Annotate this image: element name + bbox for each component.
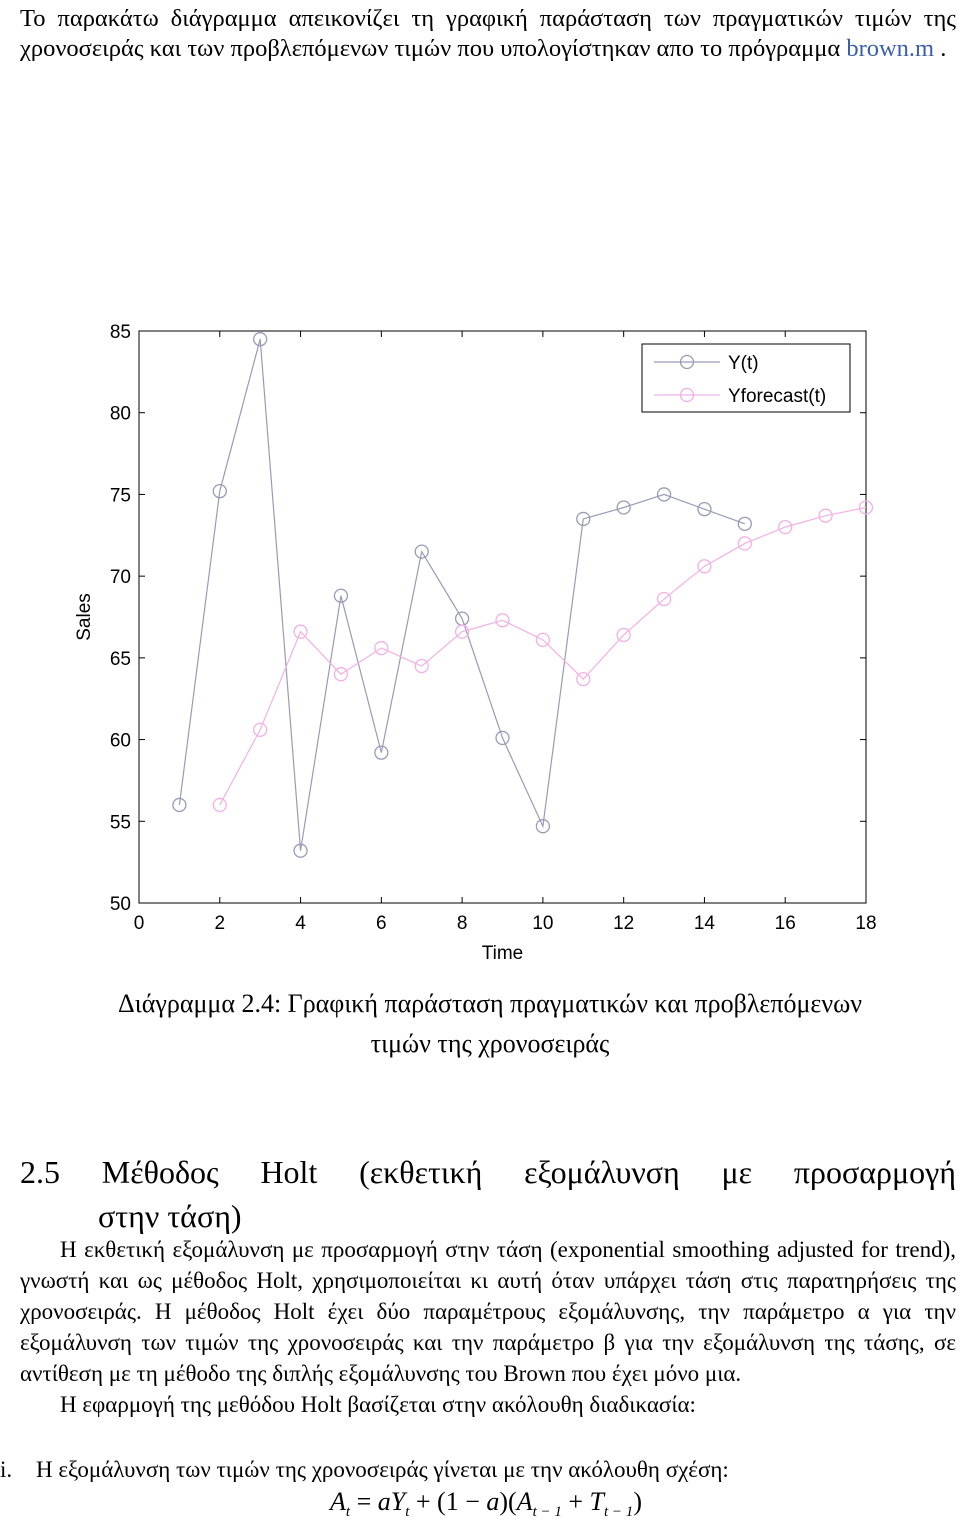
section-heading-line-1: 2.5 Μέθοδος Holt (εκθετική εξομάλυνση με… bbox=[20, 1150, 956, 1194]
intro-text-end: . bbox=[934, 35, 947, 62]
formula-subscript: t − 1 bbox=[532, 1504, 562, 1521]
formula-operator: = bbox=[350, 1487, 378, 1516]
figure-caption: Διάγραμμα 2.4: Γραφική παράσταση πραγματ… bbox=[20, 984, 960, 1064]
paragraph-procedure: Η εφαρμογή της μεθόδου Holt βασίζεται στ… bbox=[60, 1392, 696, 1417]
legend-marker bbox=[679, 387, 695, 403]
section-heading-line-2: στην τάση) bbox=[98, 1198, 242, 1234]
data-point bbox=[616, 500, 631, 515]
data-point bbox=[495, 730, 510, 746]
data-point bbox=[212, 484, 227, 499]
formula-operator: ) bbox=[633, 1487, 642, 1516]
data-point bbox=[535, 632, 551, 648]
caption-line-2: τιμών της χρονοσειράς bbox=[370, 1029, 610, 1058]
formula-operator: + (1 − bbox=[409, 1487, 487, 1516]
x-tick-label: 16 bbox=[775, 913, 796, 934]
data-point bbox=[858, 500, 874, 515]
plot-frame bbox=[138, 330, 867, 904]
data-point bbox=[414, 544, 429, 559]
data-point bbox=[697, 501, 712, 517]
intro-paragraph: Το παρακάτω διάγραμμα απεικονίζει τη γρα… bbox=[20, 4, 956, 64]
x-tick-label: 6 bbox=[376, 913, 387, 934]
y-tick-label: 50 bbox=[110, 894, 131, 915]
data-point bbox=[212, 797, 227, 813]
data-point bbox=[778, 519, 793, 535]
x-axis-label: Time bbox=[482, 943, 524, 964]
section-word: Holt bbox=[260, 1154, 318, 1190]
y-tick-label: 85 bbox=[110, 322, 131, 343]
formula-subscript: t bbox=[345, 1504, 351, 1521]
sales-chart: 0 2 4 6 8 10 12 14 16 18 50 55 60 65 70 75 80 85 Time Sales… bbox=[74, 322, 877, 964]
section-word: προσαρμογή bbox=[793, 1154, 956, 1190]
legend-box bbox=[641, 343, 851, 413]
formula-symbol: A bbox=[516, 1487, 533, 1516]
list-item-text: Η εξομάλυνση των τιμών της χρονοσειράς γ… bbox=[36, 1457, 729, 1482]
data-point bbox=[697, 559, 712, 574]
data-point bbox=[374, 640, 389, 656]
y-tick-label: 55 bbox=[110, 812, 131, 833]
formula-operator: )( bbox=[499, 1487, 517, 1516]
formula-operator: + bbox=[561, 1487, 590, 1516]
formula-subscript: t − 1 bbox=[604, 1504, 634, 1521]
data-point bbox=[253, 722, 268, 737]
legend-label: Yforecast(t) bbox=[728, 386, 826, 407]
x-tick-label: 14 bbox=[694, 913, 716, 934]
x-tick-label: 8 bbox=[457, 913, 468, 934]
section-number: 2.5 bbox=[20, 1154, 60, 1190]
data-point bbox=[333, 667, 349, 682]
data-point bbox=[656, 487, 672, 502]
y-tick-label: 60 bbox=[110, 731, 131, 752]
body-text: Η εκθετική εξομάλυνση με προσαρμογή στην… bbox=[20, 1234, 956, 1420]
section-word: με bbox=[721, 1154, 753, 1190]
formula-symbol: aY bbox=[377, 1487, 406, 1516]
section-word: Μέθοδος bbox=[101, 1154, 219, 1190]
formula-symbol: A bbox=[330, 1487, 346, 1516]
legend-label: Y(t) bbox=[728, 353, 759, 374]
data-point bbox=[495, 613, 510, 628]
x-tick-label: 0 bbox=[134, 913, 145, 934]
data-point bbox=[293, 624, 308, 639]
x-tick-label: 10 bbox=[532, 913, 553, 934]
data-point bbox=[616, 627, 631, 643]
x-tick-label: 12 bbox=[613, 913, 634, 934]
data-point bbox=[253, 332, 268, 347]
paragraph-holt-intro: Η εκθετική εξομάλυνση με προσαρμογή στην… bbox=[20, 1237, 956, 1386]
formula-symbol: a bbox=[486, 1487, 500, 1516]
y-tick-label: 70 bbox=[110, 567, 131, 588]
list-item-number: i. bbox=[0, 1457, 13, 1482]
data-point bbox=[414, 658, 429, 674]
section-word: εξομάλυνση bbox=[524, 1154, 680, 1190]
legend-marker bbox=[679, 354, 695, 370]
formula-subscript: t bbox=[405, 1504, 410, 1521]
x-tick-label: 4 bbox=[295, 913, 306, 934]
data-point bbox=[293, 843, 308, 858]
series-line-1 bbox=[178, 339, 746, 851]
x-tick-label: 18 bbox=[855, 913, 876, 934]
data-point bbox=[374, 745, 389, 760]
data-point bbox=[454, 624, 470, 639]
list-item: i. Η εξομάλυνση των τιμών της χρονοσειράς… bbox=[0, 1454, 729, 1485]
data-point bbox=[737, 536, 752, 551]
script-filename: brown.m bbox=[846, 35, 935, 62]
data-point bbox=[818, 508, 833, 523]
section-heading: 2.5 Μέθοδος Holt (εκθετική εξομάλυνση με… bbox=[20, 1150, 956, 1238]
formula-symbol: T bbox=[589, 1487, 605, 1516]
y-axis-label: Sales bbox=[74, 593, 95, 641]
data-point bbox=[576, 671, 591, 687]
section-word: (εκθετική bbox=[359, 1154, 483, 1190]
data-point bbox=[172, 797, 187, 813]
y-tick-label: 75 bbox=[110, 485, 131, 506]
data-point bbox=[576, 511, 591, 527]
data-point bbox=[333, 588, 349, 603]
intro-text: Το παρακάτω διάγραμμα απεικονίζει τη γρα… bbox=[20, 5, 956, 62]
data-point bbox=[656, 591, 672, 607]
smoothing-formula: At = aYt + (1 − a)(At − 1 + Tt − 1) bbox=[330, 1484, 642, 1530]
data-point bbox=[737, 516, 752, 531]
y-tick-label: 80 bbox=[110, 404, 131, 425]
caption-line-1: Διάγραμμα 2.4: Γραφική παράσταση πραγματ… bbox=[118, 989, 862, 1018]
data-point bbox=[535, 819, 551, 834]
y-tick-label: 65 bbox=[110, 649, 131, 670]
x-tick-label: 2 bbox=[214, 913, 225, 934]
series-line-2 bbox=[219, 506, 867, 806]
